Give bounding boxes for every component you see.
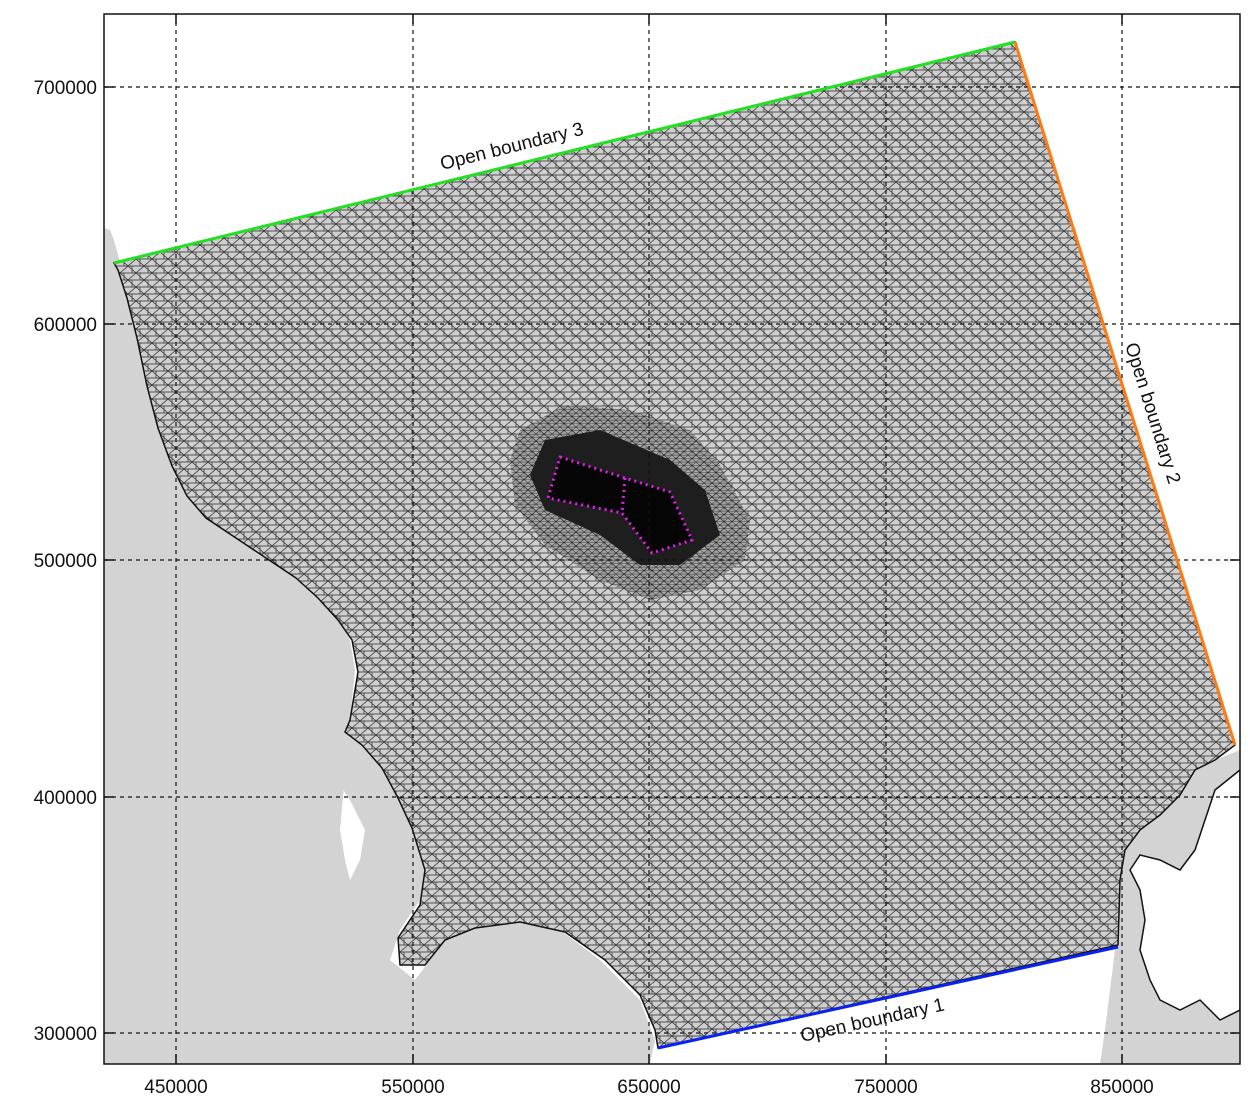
focus-area-outline: [546, 455, 694, 555]
x-tick-label: 450000: [144, 1077, 207, 1098]
y-tick-label: 500000: [34, 551, 97, 572]
y-tick-label: 300000: [34, 1024, 97, 1045]
x-tick-label: 650000: [617, 1077, 680, 1098]
grid: [104, 14, 1240, 1064]
inland-water-east: [1129, 769, 1240, 1021]
y-tick-label: 400000: [34, 788, 97, 809]
x-tick-label: 850000: [1090, 1077, 1153, 1098]
x-tick-label: 750000: [854, 1077, 917, 1098]
plot-frame: [103, 13, 1241, 1065]
y-tick-label: 700000: [34, 78, 97, 99]
x-tick-label: 550000: [381, 1077, 444, 1098]
land-mass-west: [104, 14, 655, 1064]
axis-ticks: [104, 14, 1240, 1064]
y-tick-label: 600000: [34, 315, 97, 336]
open-boundary-3-line: [113, 40, 1016, 265]
open-boundary-1-line: [657, 945, 1119, 1050]
open-boundary-2-line: [1013, 41, 1237, 746]
